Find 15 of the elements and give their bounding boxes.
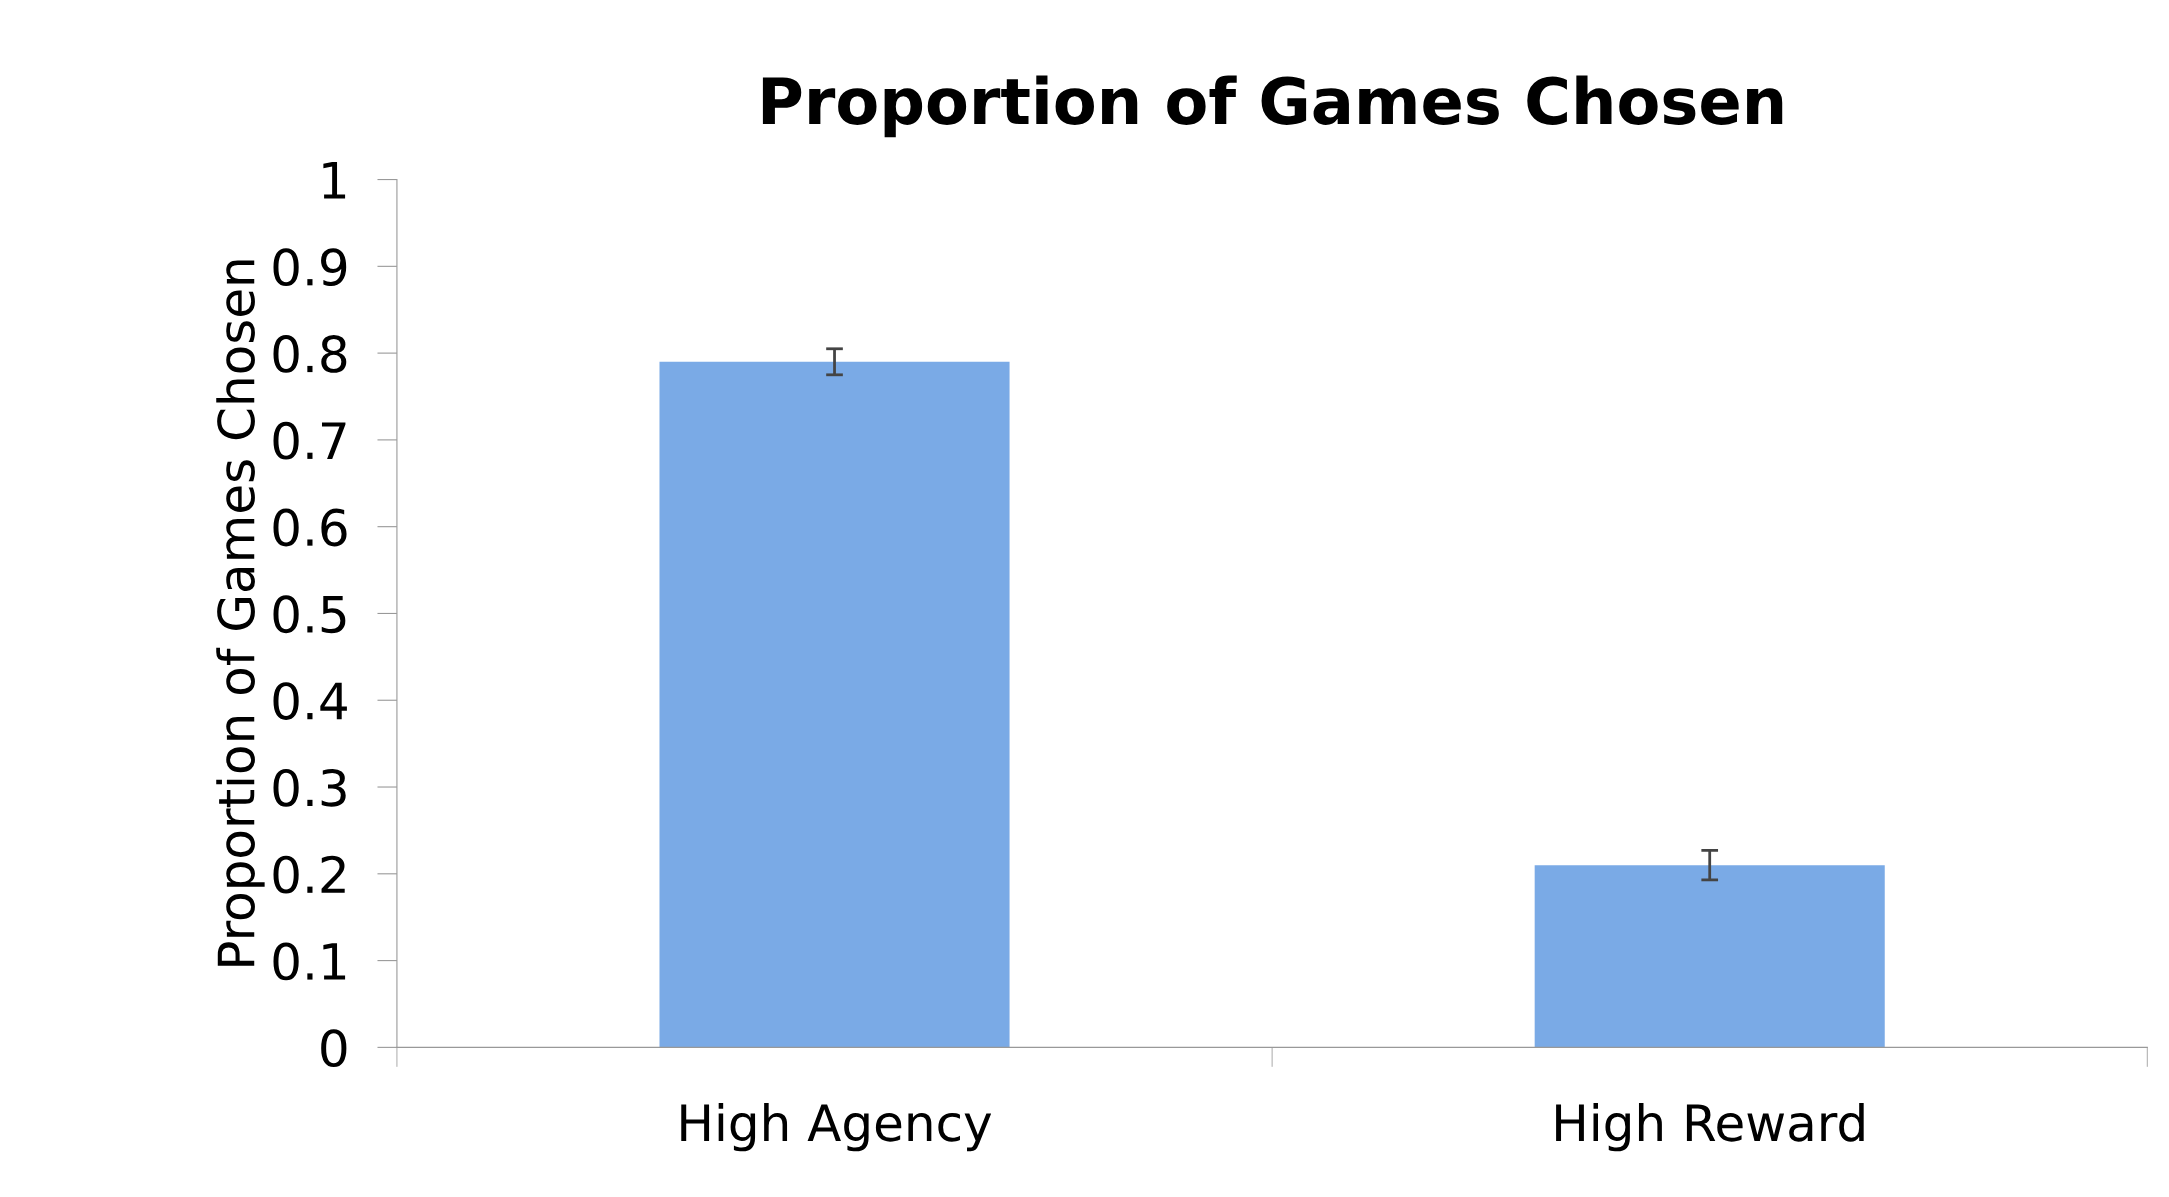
y-axis-title: Proportion of Games Chosen [216,260,265,966]
y-tick-label: 0.6 [273,508,347,547]
y-tick-label: 1 [323,162,346,199]
x-tick-label: High Agency [681,1102,992,1152]
y-tick-label: 0.4 [273,682,347,720]
chart-title: Proportion of Games Chosen [762,75,1783,138]
y-tick-label: 0.5 [273,595,346,634]
y-tick-label: 0.9 [273,248,347,287]
y-tick-label: 0.7 [273,421,346,460]
y-tick-label: 0.3 [273,768,346,807]
y-tick-label: 0.2 [273,855,345,894]
y-tick-label: 0 [321,1029,347,1068]
x-tick-label: High Reward [1556,1102,1864,1152]
y-tick-label: 0.8 [273,335,347,373]
y-tick-label: 0.1 [273,942,346,981]
